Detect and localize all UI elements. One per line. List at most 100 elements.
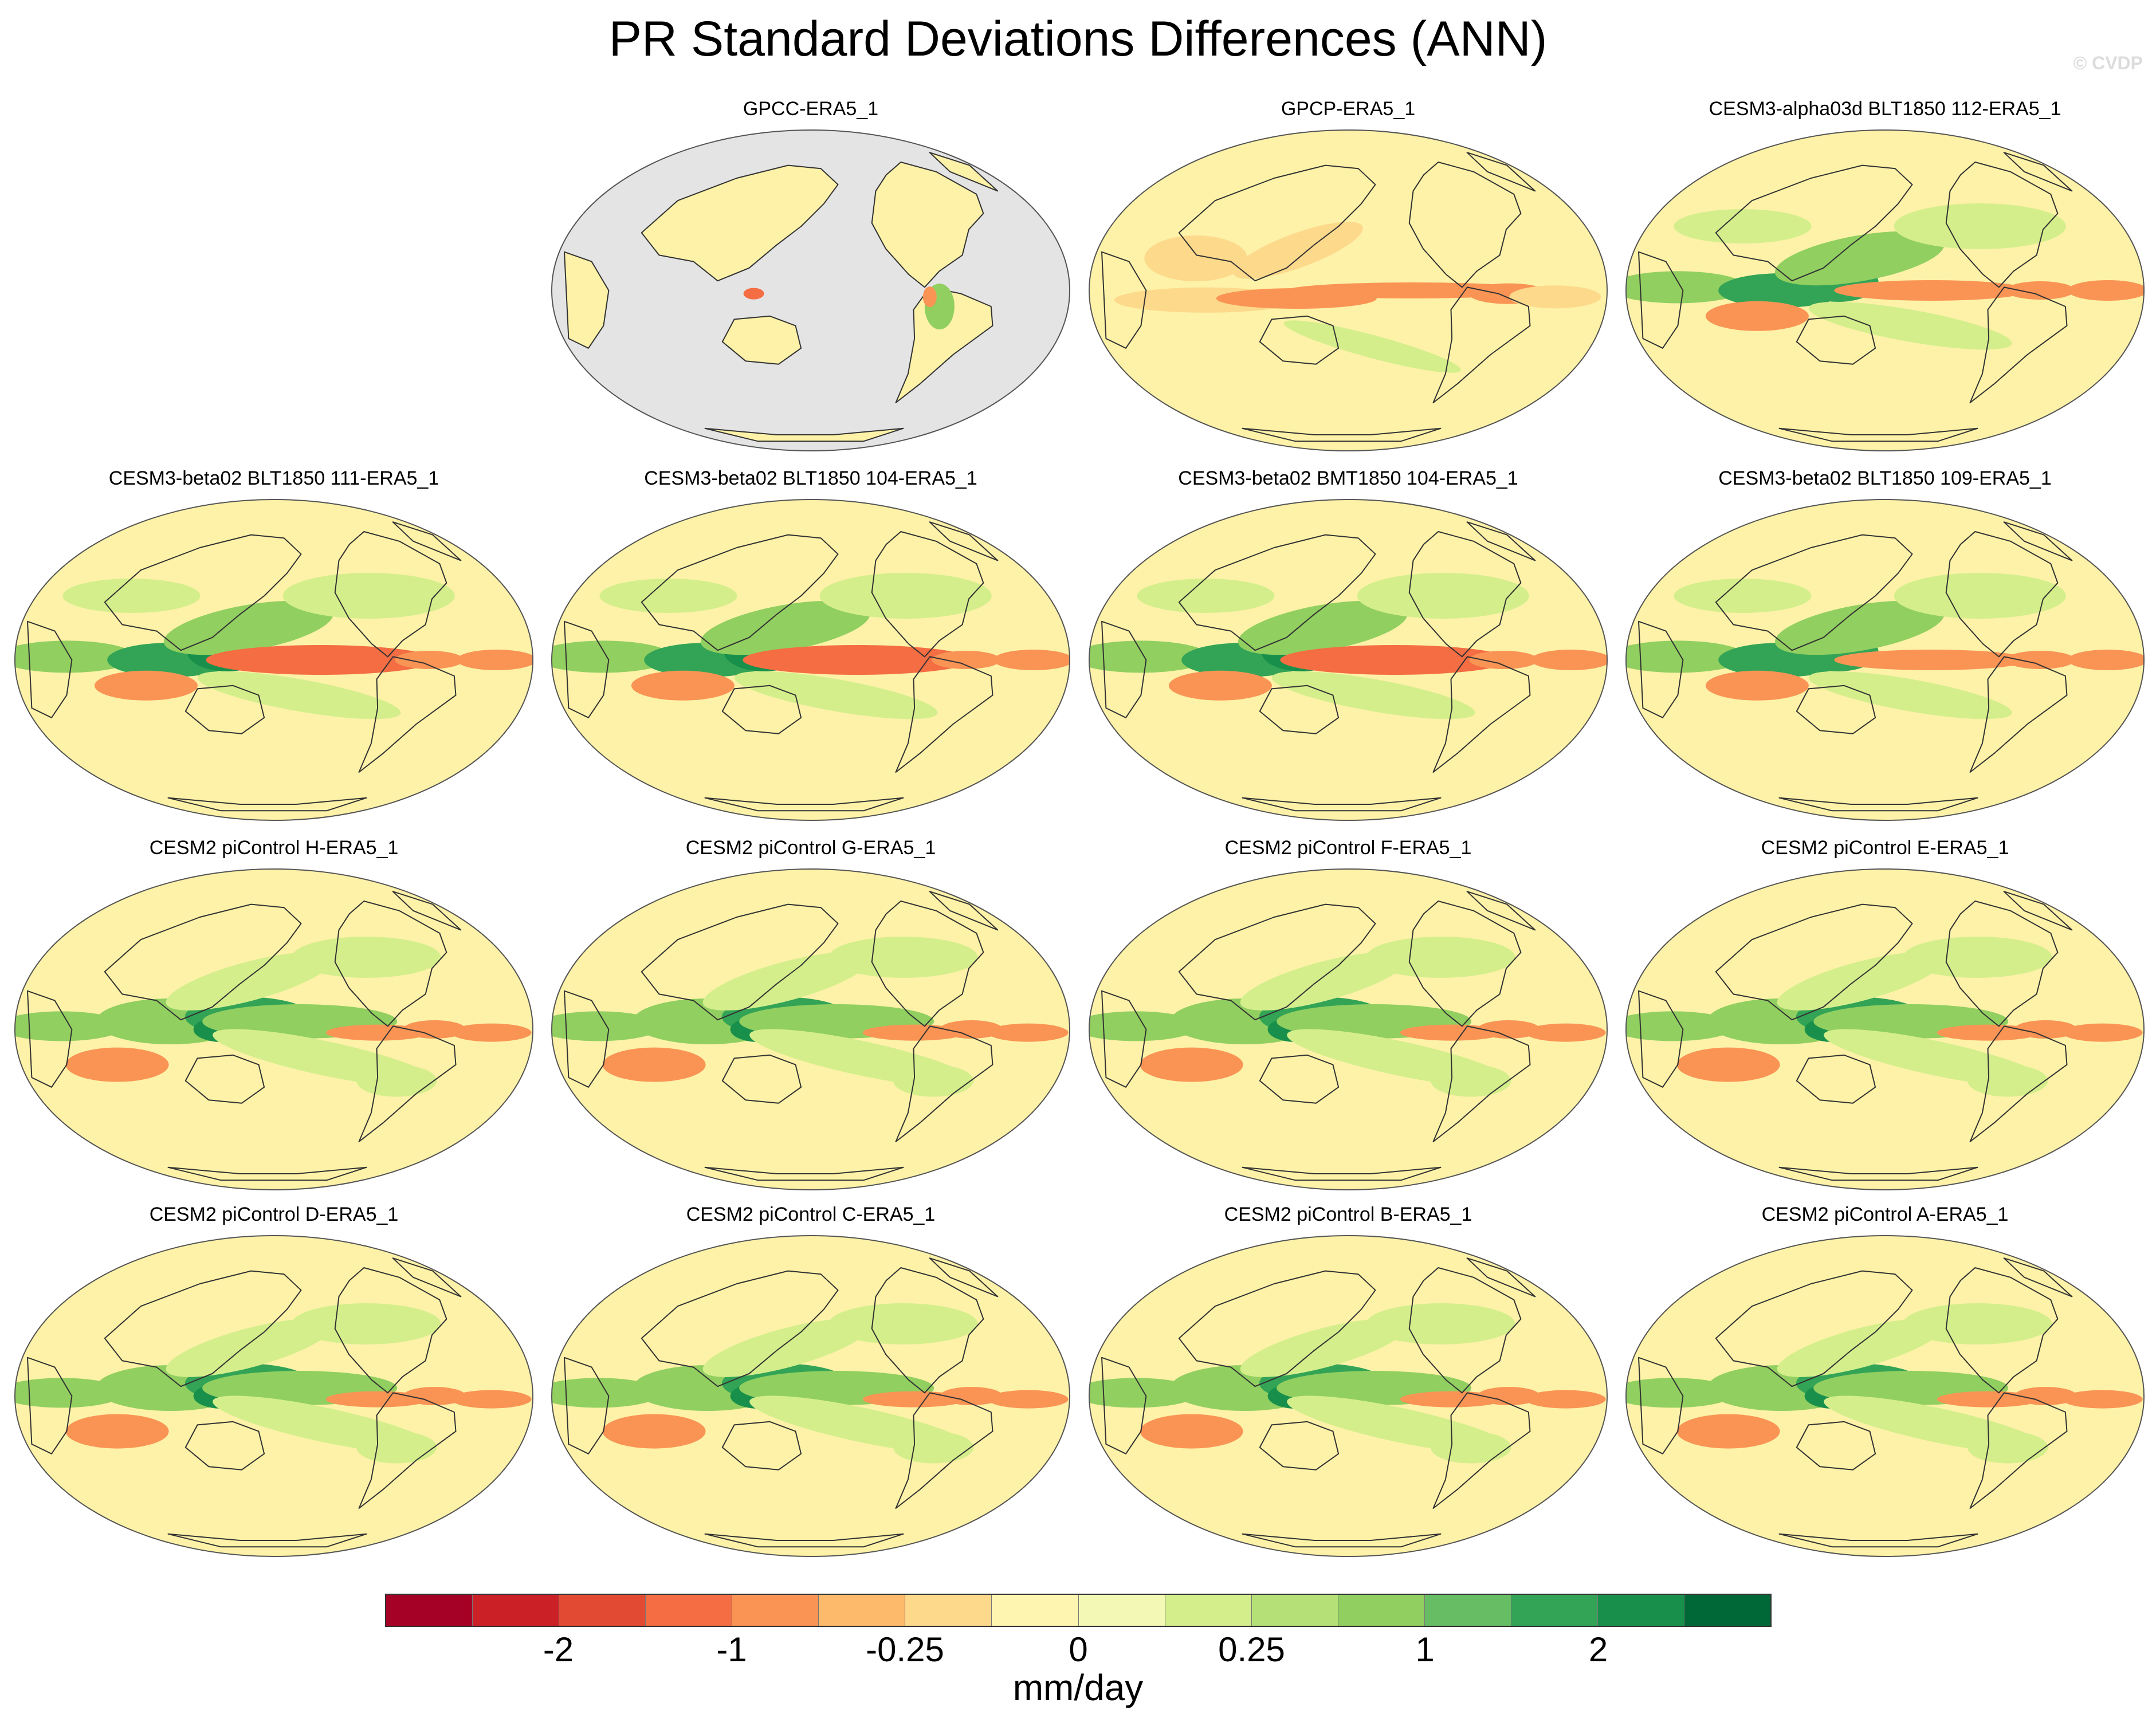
continent-antarctica [1242,1533,1442,1548]
coastlines [1638,1257,2073,1548]
continent-north-america [334,1267,447,1394]
anomaly-blob [1676,1047,1780,1082]
coastlines [27,891,462,1181]
land-anomaly [922,286,937,308]
anomaly-blob [1144,235,1248,281]
continent-north-america [1408,531,1522,658]
anomaly-blob [1431,1064,1511,1097]
continent-asia [641,903,839,1021]
anomaly-layer [15,573,533,720]
anomaly-blob [2014,1020,2078,1039]
continent-north-america [871,901,984,1027]
anomaly-blob [1894,203,2066,249]
continent-europe-greenland [1466,891,1536,931]
world-map [1625,868,2145,1190]
anomaly-layer [1089,573,1607,720]
anomaly-blob [1240,952,1407,1011]
continent-australia [1796,315,1876,365]
continent-africa [564,1357,610,1454]
figure-title: PR Standard Deviations Differences (ANN) [608,11,1548,66]
anomaly-blob [1626,640,1747,673]
anomaly-blob [451,1390,532,1409]
anomaly-blob [451,1023,532,1042]
anomaly-blob [1808,301,2012,350]
continent-africa [1638,1357,1684,1454]
anomaly-blob [1705,301,1809,331]
anomaly-blob [94,670,198,701]
continent-antarctica [167,1533,367,1548]
anomaly-blob [552,640,673,673]
anomaly-blob [292,1303,441,1344]
continent-europe-greenland [392,1257,462,1298]
anomaly-layer [1626,573,2144,720]
continent-north-america [334,901,447,1027]
map-panel: CESM2 piControl C-ERA5_1 [547,1203,1074,1570]
continent-antarctica [1242,427,1442,442]
map-panel: CESM3-alpha03d BLT1850 112-ERA5_1 [1621,97,2149,464]
map-panel: CESM2 piControl H-ERA5_1 [10,836,537,1203]
anomaly-blob [1431,1431,1511,1464]
world-map [551,499,1070,821]
coastlines [1638,152,2073,442]
continent-europe-greenland [929,1257,999,1298]
map-panel: GPCC-ERA5_1 [547,97,1074,464]
continent-antarctica [1778,427,1978,442]
continent-asia [104,1270,302,1387]
anomaly-blob [1477,1020,1541,1039]
continent-north-america [1945,901,2059,1027]
continent-australia [1259,1054,1340,1104]
anomaly-blob [1509,285,1601,309]
continent-australia [184,1421,265,1471]
continent-australia [1259,685,1340,734]
anomaly-blob [403,1020,466,1039]
anomaly-blob [1774,600,1945,655]
anomaly-blob [1525,1023,1606,1042]
continent-antarctica [1778,1166,1978,1181]
continent-south-america [358,1392,457,1509]
continent-europe-greenland [929,891,999,931]
anomaly-blob [403,1387,466,1405]
colorbar-swatch [1251,1595,1338,1626]
continent-asia [641,164,839,282]
map-border [551,129,1070,451]
colorbar-tick-label: 0.25 [1218,1630,1285,1669]
coastlines [1101,152,1536,442]
continent-antarctica [167,797,367,812]
anomaly-blob [1525,1390,1606,1409]
world-map [551,868,1070,1190]
continent-south-america [1432,1025,1531,1142]
continent-antarctica [1242,797,1442,812]
anomaly-blob [1238,600,1408,655]
continent-africa [1638,990,1684,1088]
continent-australia [184,685,265,734]
colorbar-swatch [473,1595,560,1626]
continent-south-america [358,656,457,773]
anomaly-blob [282,573,455,619]
continent-asia [1178,903,1376,1021]
world-map [1625,129,2145,451]
continent-africa [1101,620,1147,718]
anomaly-layer [1089,937,1606,1097]
coastlines [564,152,999,442]
continent-africa [1638,620,1684,718]
anomaly-blob [206,645,435,675]
anomaly-blob [395,651,464,669]
panel-title: CESM2 piControl E-ERA5_1 [1761,837,2009,859]
anomaly-blob [2014,1387,2078,1405]
anomaly-blob [1240,1319,1407,1377]
continent-asia [104,534,302,651]
continent-antarctica [167,1166,367,1181]
continent-north-america [1408,162,1522,288]
anomaly-blob [631,670,735,701]
anomaly-blob [2062,1023,2143,1042]
continent-south-america [1969,286,2068,403]
map-border [1089,1235,1608,1557]
anomaly-blob [1137,579,1275,613]
continent-africa [1638,251,1684,349]
world-map [1625,1235,2145,1557]
map-panel: CESM2 piControl A-ERA5_1 [1621,1203,2149,1570]
anomaly-blob [2006,281,2075,300]
map-panel: GPCP-ERA5_1 [1085,97,1612,464]
colorbar-swatch [905,1595,992,1626]
map-border [1089,868,1608,1190]
